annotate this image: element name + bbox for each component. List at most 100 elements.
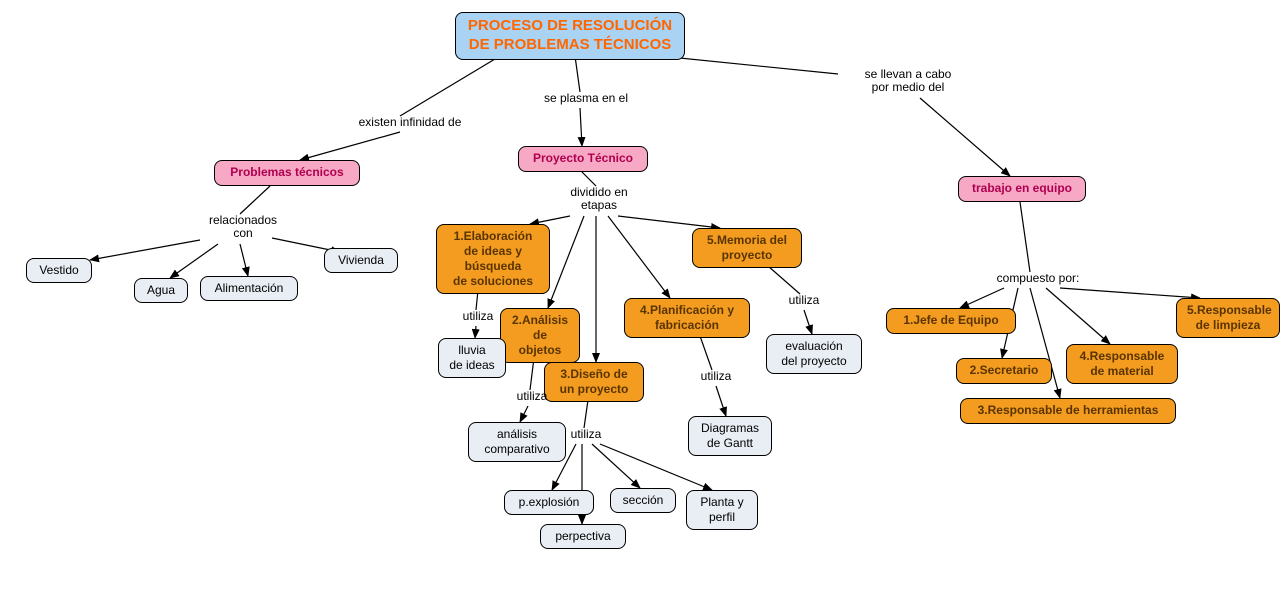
node-text-line: Diagramas: [701, 421, 759, 435]
edge-l_llevan-trabeq: [920, 98, 1010, 176]
link-label-l_ut5: utiliza: [774, 294, 834, 310]
node-text-line: 1.Elaboración: [454, 229, 533, 243]
edge-root-l_exist: [400, 56, 500, 116]
edge-l_ut4-gantt: [716, 386, 726, 416]
node-analcom: análisiscomparativo: [468, 422, 566, 462]
edge-root-l_plasma: [575, 56, 580, 92]
node-etapa1: 1.Elaboraciónde ideas ybúsquedade soluci…: [436, 224, 550, 294]
node-text-line: lluvia: [458, 343, 485, 357]
label-text-line: existen infinidad de: [359, 115, 462, 129]
node-rol2: 2.Secretario: [956, 358, 1052, 384]
edge-root-l_llevan: [660, 56, 838, 74]
edge-l_relac-alim: [240, 244, 248, 276]
node-text-line: perpectiva: [555, 529, 610, 543]
label-text-line: compuesto por:: [997, 271, 1080, 285]
link-label-l_divet: dividido enetapas: [554, 186, 644, 216]
node-text-line: proyecto: [722, 248, 773, 262]
node-vestido: Vestido: [26, 258, 92, 283]
edge-etapa5-l_ut5: [768, 266, 800, 294]
edge-l_ut3-secc: [592, 444, 640, 488]
node-text-line: sección: [623, 493, 664, 507]
node-trabeq: trabajo en equipo: [958, 176, 1086, 202]
node-text-line: 5.Responsable: [1187, 303, 1272, 317]
node-secc: sección: [610, 488, 676, 513]
node-etapa4: 4.Planificación yfabricación: [624, 298, 750, 338]
node-text-line: 2.Secretario: [970, 363, 1039, 377]
link-label-l_plasma: se plasma en el: [526, 92, 646, 108]
node-text-line: objetos: [519, 343, 562, 357]
link-label-l_ut2: utiliza: [502, 390, 562, 406]
node-text-line: evaluación: [785, 339, 842, 353]
node-text-line: 1.Jefe de Equipo: [903, 313, 998, 327]
node-etapa2: 2.Análisisdeobjetos: [500, 308, 580, 363]
node-evalpr: evaluacióndel proyecto: [766, 334, 862, 374]
edge-l_plasma-proyTec: [580, 108, 582, 146]
link-label-l_ut3: utiliza: [556, 428, 616, 444]
edge-etapa3-l_ut3: [584, 400, 588, 428]
node-agua: Agua: [134, 278, 188, 303]
edge-l_comp-rol1: [960, 288, 1004, 308]
node-probTec: Problemas técnicos: [214, 160, 360, 186]
node-text-line: 2.Análisis: [512, 313, 568, 327]
label-text-line: con: [233, 226, 252, 240]
label-text-line: por medio del: [872, 80, 945, 94]
edge-l_ut2-analcom: [520, 406, 528, 422]
label-text-line: utiliza: [789, 293, 820, 307]
node-text-line: 3.Diseño de: [560, 367, 627, 381]
node-text-line: trabajo en equipo: [972, 181, 1072, 195]
node-alim: Alimentación: [200, 276, 298, 301]
node-text-line: Problemas técnicos: [230, 165, 343, 179]
edge-l_comp-rol4: [1046, 288, 1110, 344]
label-text-line: utiliza: [463, 309, 494, 323]
label-text-line: utiliza: [517, 389, 548, 403]
link-label-l_llevan: se llevan a cabopor medio del: [838, 68, 978, 98]
edge-l_divet-etapa4: [608, 216, 670, 298]
node-text-line: de limpieza: [1196, 318, 1261, 332]
node-rol4: 4.Responsablede material: [1066, 344, 1178, 384]
edge-l_ut5-evalpr: [804, 310, 812, 334]
edge-l_divet-etapa5: [618, 216, 720, 228]
node-text-line: DE PROBLEMAS TÉCNICOS: [469, 36, 672, 53]
node-lluvia: lluviade ideas: [438, 338, 506, 378]
node-etapa5: 5.Memoria delproyecto: [692, 228, 802, 268]
node-text-line: PROCESO DE RESOLUCIÓN: [468, 17, 672, 34]
label-text-line: se llevan a cabo: [865, 67, 952, 81]
label-text-line: relacionados: [209, 213, 277, 227]
node-text-line: un proyecto: [560, 382, 629, 396]
link-label-l_ut4: utiliza: [686, 370, 746, 386]
edge-l_relac-agua: [170, 244, 218, 278]
node-text-line: de material: [1090, 364, 1153, 378]
node-text-line: análisis: [497, 427, 537, 441]
label-text-line: dividido en: [570, 185, 627, 199]
node-text-line: Alimentación: [215, 281, 284, 295]
node-text-line: de ideas y: [464, 244, 522, 258]
node-text-line: comparativo: [484, 442, 549, 456]
edge-trabeq-l_comp: [1020, 202, 1030, 272]
link-label-l_ut1: utiliza: [448, 310, 508, 326]
node-proyTec: Proyecto Técnico: [518, 146, 648, 172]
node-text-line: de ideas: [449, 358, 494, 372]
link-label-l_relac: relacionadoscon: [188, 214, 298, 244]
node-root: PROCESO DE RESOLUCIÓN DE PROBLEMAS TÉCNIC…: [455, 12, 685, 60]
edge-proyTec-l_divet: [582, 172, 596, 186]
edge-l_divet-etapa2: [548, 216, 584, 308]
node-text-line: del proyecto: [781, 354, 846, 368]
label-text-line: se plasma en el: [544, 91, 628, 105]
node-gantt: Diagramasde Gantt: [688, 416, 772, 456]
node-text-line: 5.Memoria del: [707, 233, 787, 247]
edge-l_ut1-lluvia: [475, 326, 476, 338]
node-rol5: 5.Responsablede limpieza: [1176, 298, 1280, 338]
label-text-line: utiliza: [701, 369, 732, 383]
node-persp: perpectiva: [540, 524, 626, 549]
node-text-line: fabricación: [655, 318, 719, 332]
link-label-l_exist: existen infinidad de: [340, 116, 480, 132]
label-text-line: etapas: [581, 198, 617, 212]
concept-map-canvas: PROCESO DE RESOLUCIÓN DE PROBLEMAS TÉCNIC…: [0, 0, 1282, 596]
node-text-line: Vivienda: [338, 253, 384, 267]
node-text-line: 3.Responsable de herramientas: [978, 403, 1159, 417]
node-text-line: p.explosión: [519, 495, 580, 509]
node-text-line: búsqueda: [465, 259, 522, 273]
node-rol3: 3.Responsable de herramientas: [960, 398, 1176, 424]
node-text-line: perfil: [709, 510, 735, 524]
node-pexpl: p.explosión: [504, 490, 594, 515]
